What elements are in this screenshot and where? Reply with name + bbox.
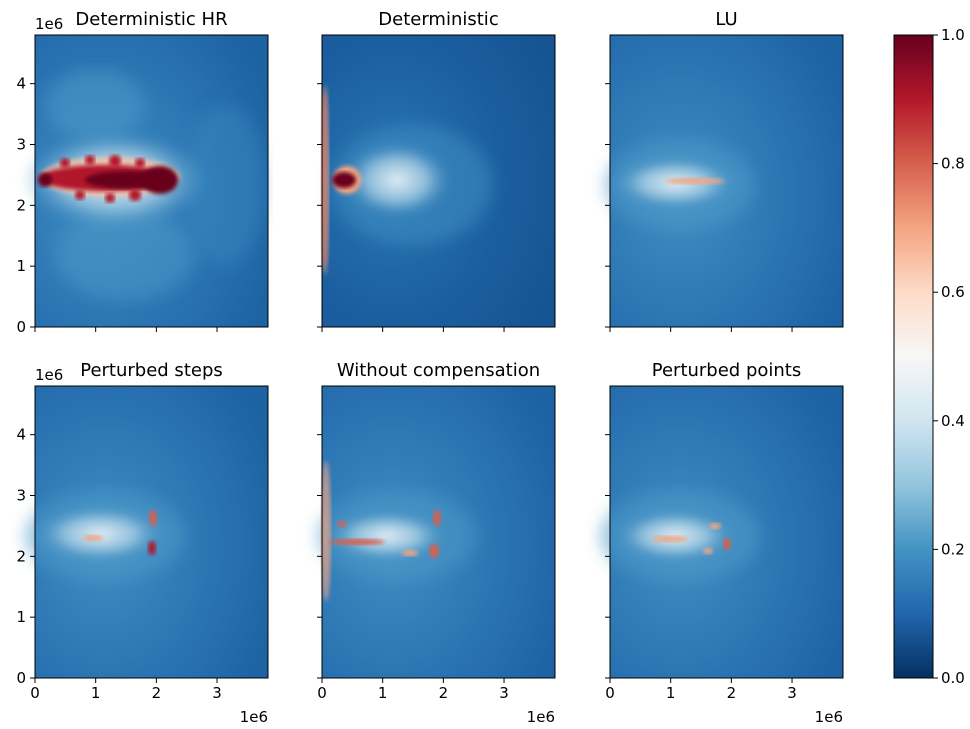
x-tick-label: 2 — [439, 684, 449, 702]
colorbar-tick-label: 0.6 — [941, 283, 965, 301]
y-tick-label: 3 — [16, 487, 26, 505]
heatmap-image — [20, 35, 268, 327]
panel-title: Deterministic HR — [75, 9, 227, 30]
panel-deterministic-hr — [20, 34, 269, 328]
heatmap-image — [605, 35, 843, 327]
y-tick-label: 2 — [16, 547, 26, 565]
colorbar-tick-label: 0.8 — [941, 155, 965, 173]
panel-title: Perturbed steps — [80, 360, 223, 381]
heatmap-image — [600, 386, 843, 678]
heatmap-image — [25, 386, 268, 678]
axes-frame — [321, 34, 556, 328]
panel-lu — [605, 34, 844, 328]
x-tick-label: 1 — [91, 684, 101, 702]
panel-perturbed-steps — [25, 385, 269, 679]
colorbar-tick-label: 0.2 — [941, 540, 965, 558]
axes-frame — [321, 385, 556, 679]
colorbar-gradient — [894, 35, 933, 678]
x-tick-label: 1 — [378, 684, 388, 702]
x-tick-label: 0 — [605, 684, 615, 702]
y-tick-label: 0 — [16, 669, 26, 687]
y-tick-label: 3 — [16, 136, 26, 154]
panel-title: Deterministic — [378, 9, 498, 30]
axes-frame — [34, 34, 269, 328]
axes-frame — [34, 385, 269, 679]
colorbar-tick-label: 0.0 — [941, 669, 965, 687]
y-offset-label: 1e6 — [35, 366, 63, 384]
x-offset-label: 1e6 — [240, 708, 268, 726]
x-tick-label: 1 — [666, 684, 676, 702]
y-tick-label: 1 — [16, 257, 26, 275]
x-tick-label: 3 — [212, 684, 222, 702]
y-tick-label: 1 — [16, 608, 26, 626]
y-tick-label: 2 — [16, 196, 26, 214]
heatmap-image — [321, 35, 555, 327]
x-offset-label: 1e6 — [815, 708, 843, 726]
colorbar-tick-label: 1.0 — [941, 26, 965, 44]
x-tick-label: 3 — [787, 684, 797, 702]
panel-perturbed-points — [600, 385, 844, 679]
panel-title: Perturbed points — [652, 360, 801, 381]
x-tick-label: 3 — [499, 684, 509, 702]
axes-frame — [609, 385, 844, 679]
heatmap-image — [317, 386, 555, 678]
colorbar — [893, 34, 934, 679]
x-tick-label: 2 — [727, 684, 737, 702]
axis-ticks: 0 1 2 3 4 1e6 0 1 2 3 4 1e6 0 1 2 3 1e6 0 1 2 3 1e6 0 1 2 3 1e6 0.0… — [16, 15, 964, 726]
x-offset-label: 1e6 — [527, 708, 555, 726]
x-tick-label: 2 — [152, 684, 162, 702]
y-tick-label: 4 — [16, 426, 26, 444]
colorbar-tick-label: 0.4 — [941, 412, 965, 430]
x-tick-label: 0 — [30, 684, 40, 702]
y-tick-label: 0 — [16, 318, 26, 336]
y-offset-label: 1e6 — [35, 15, 63, 33]
colorbar-frame — [893, 34, 934, 679]
panel-deterministic — [321, 34, 556, 328]
x-tick-label: 0 — [317, 684, 327, 702]
panel-title: LU — [715, 9, 737, 30]
panel-titles: Deterministic HR Deterministic LU Perturbed… — [75, 9, 801, 381]
panel-title: Without compensation — [337, 360, 540, 381]
panel-without-compensation — [317, 385, 556, 679]
axes-frame — [609, 34, 844, 328]
y-tick-label: 4 — [16, 75, 26, 93]
